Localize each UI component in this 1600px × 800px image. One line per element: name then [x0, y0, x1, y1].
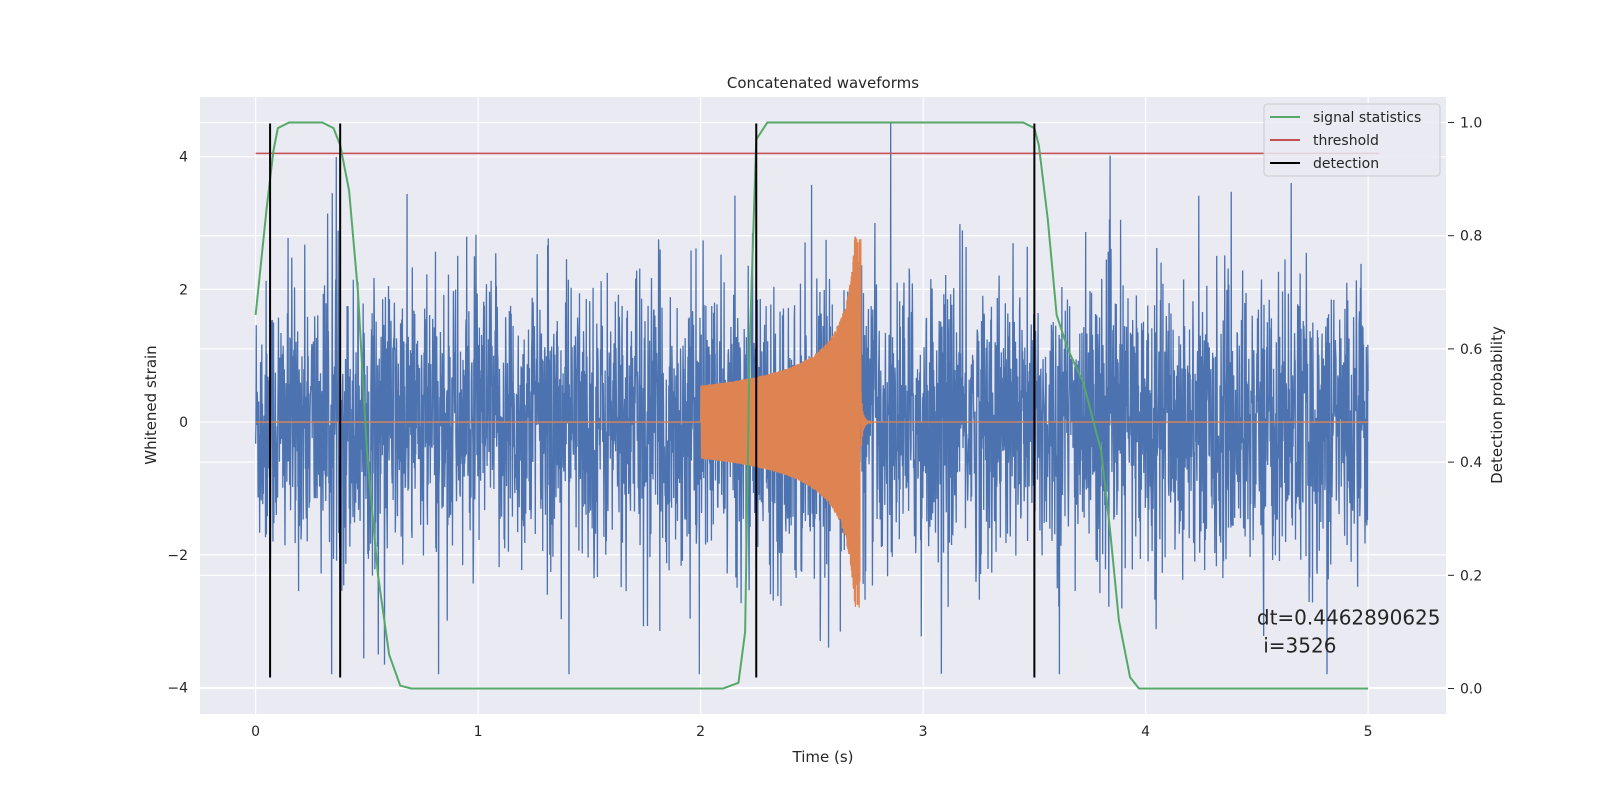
- y-axis-label: Whitened strain: [142, 345, 160, 464]
- x-tick-label: 5: [1364, 724, 1373, 740]
- y-tick-label: −2: [167, 548, 188, 564]
- y2-tick-label: 0.2: [1460, 568, 1482, 584]
- annotation-index: i=3526: [1257, 633, 1337, 657]
- legend-label-threshold: threshold: [1313, 133, 1379, 149]
- x-tick-label: 0: [251, 724, 260, 740]
- x-tick-label: 2: [696, 724, 705, 740]
- ticks: 0 1 2 3 4 5 −4 −2 0 2 4 0.0 0.2 0.4 0.6 0.8 1.0: [167, 115, 1482, 740]
- y2-axis-label: Detection probability: [1488, 326, 1506, 484]
- y2-tick-label: 0.0: [1460, 682, 1482, 698]
- x-tick-label: 1: [474, 724, 483, 740]
- y2-tick-label: 0.8: [1460, 229, 1482, 245]
- legend-label-detection: detection: [1313, 156, 1379, 172]
- signal-statistics-trace: [254, 121, 1369, 690]
- y-tick-label: 2: [179, 282, 188, 298]
- x-axis-label: Time (s): [792, 748, 854, 766]
- x-tick-label: 4: [1141, 724, 1150, 740]
- injected-signal: [255, 236, 1369, 608]
- x-tick-label: 3: [919, 724, 928, 740]
- legend-label-signal-statistics: signal statistics: [1313, 110, 1421, 126]
- signal-statistics-line: [254, 121, 1369, 690]
- y2-tick-label: 1.0: [1460, 115, 1482, 131]
- detection-lines: [269, 123, 1036, 678]
- y-tick-label: 0: [179, 415, 188, 431]
- injected-signal-trace: [255, 236, 1369, 608]
- y2-tick-label: 0.4: [1460, 455, 1482, 471]
- legend: signal statistics threshold detection: [1263, 103, 1441, 177]
- legend-box: [1263, 103, 1441, 177]
- annotation-dt: dt=0.4462890625: [1257, 605, 1441, 629]
- chart-title: Concatenated waveforms: [727, 74, 919, 92]
- y-tick-label: −4: [167, 680, 188, 696]
- y-tick-label: 4: [179, 150, 188, 166]
- y2-tick-label: 0.6: [1460, 342, 1482, 358]
